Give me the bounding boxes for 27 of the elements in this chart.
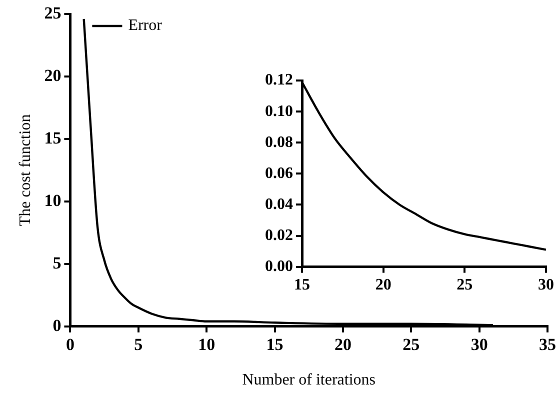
y-tick-label: 15 — [44, 128, 62, 148]
x-tick-label: 25 — [402, 334, 420, 354]
x-tick-label: 10 — [198, 334, 216, 354]
legend-label: Error — [128, 17, 163, 34]
y-tick-label: 20 — [44, 66, 62, 85]
y-tick-label: 0.00 — [265, 258, 293, 275]
y-tick-label: 25 — [44, 3, 62, 22]
x-axis-title: Number of iterations — [242, 372, 376, 389]
y-axis-title: The cost function — [16, 114, 34, 226]
y-tick-label: 0.02 — [265, 226, 293, 244]
x-tick-label: 20 — [334, 334, 352, 354]
x-tick-label: 25 — [456, 276, 473, 294]
y-tick-label: 0.08 — [265, 134, 293, 151]
y-tick-label: 0.10 — [265, 102, 293, 120]
x-tick-label: 5 — [134, 334, 143, 354]
y-tick-label: 5 — [52, 253, 62, 272]
y-tick-label: 0.04 — [265, 196, 293, 213]
x-tick-label: 20 — [375, 276, 392, 294]
y-tick-label: 0.12 — [265, 72, 293, 89]
x-tick-label: 30 — [470, 334, 488, 354]
x-tick-label: 15 — [294, 276, 310, 294]
y-tick-label: 0 — [52, 316, 62, 335]
y-tick-label: 10 — [44, 190, 62, 210]
x-tick-label: 35 — [539, 334, 556, 354]
x-tick-label: 0 — [66, 334, 74, 354]
y-tick-label: 0.06 — [265, 164, 293, 182]
x-tick-label: 30 — [538, 276, 554, 294]
